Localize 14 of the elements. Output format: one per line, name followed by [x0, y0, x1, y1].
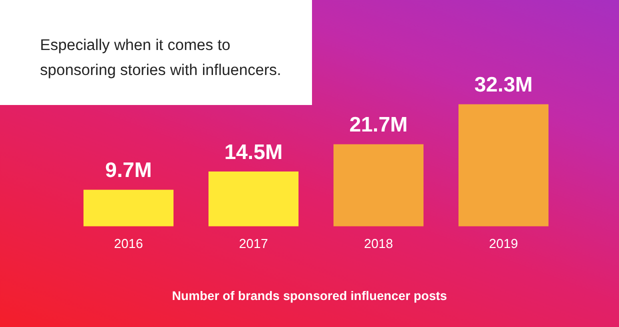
bar [84, 190, 174, 226]
text: Number of brands sponsored influencer posts [170, 289, 448, 303]
data-label: 32.3M [474, 74, 533, 97]
bar [208, 172, 298, 226]
chart-title: Especially when it comes to sponsoring stories with influencers. [40, 36, 282, 81]
x-tick-label: 2017 [239, 236, 268, 251]
data-label: 21.7M [349, 114, 408, 137]
x-tick-label: 2018 [364, 236, 393, 251]
x-tick-label: 2019 [489, 236, 518, 251]
x-tick-label: 2016 [114, 236, 143, 251]
data-label: 9.7M [105, 159, 152, 182]
bar [334, 144, 424, 226]
bar [458, 104, 548, 226]
data-label: 14.5M [224, 140, 283, 164]
